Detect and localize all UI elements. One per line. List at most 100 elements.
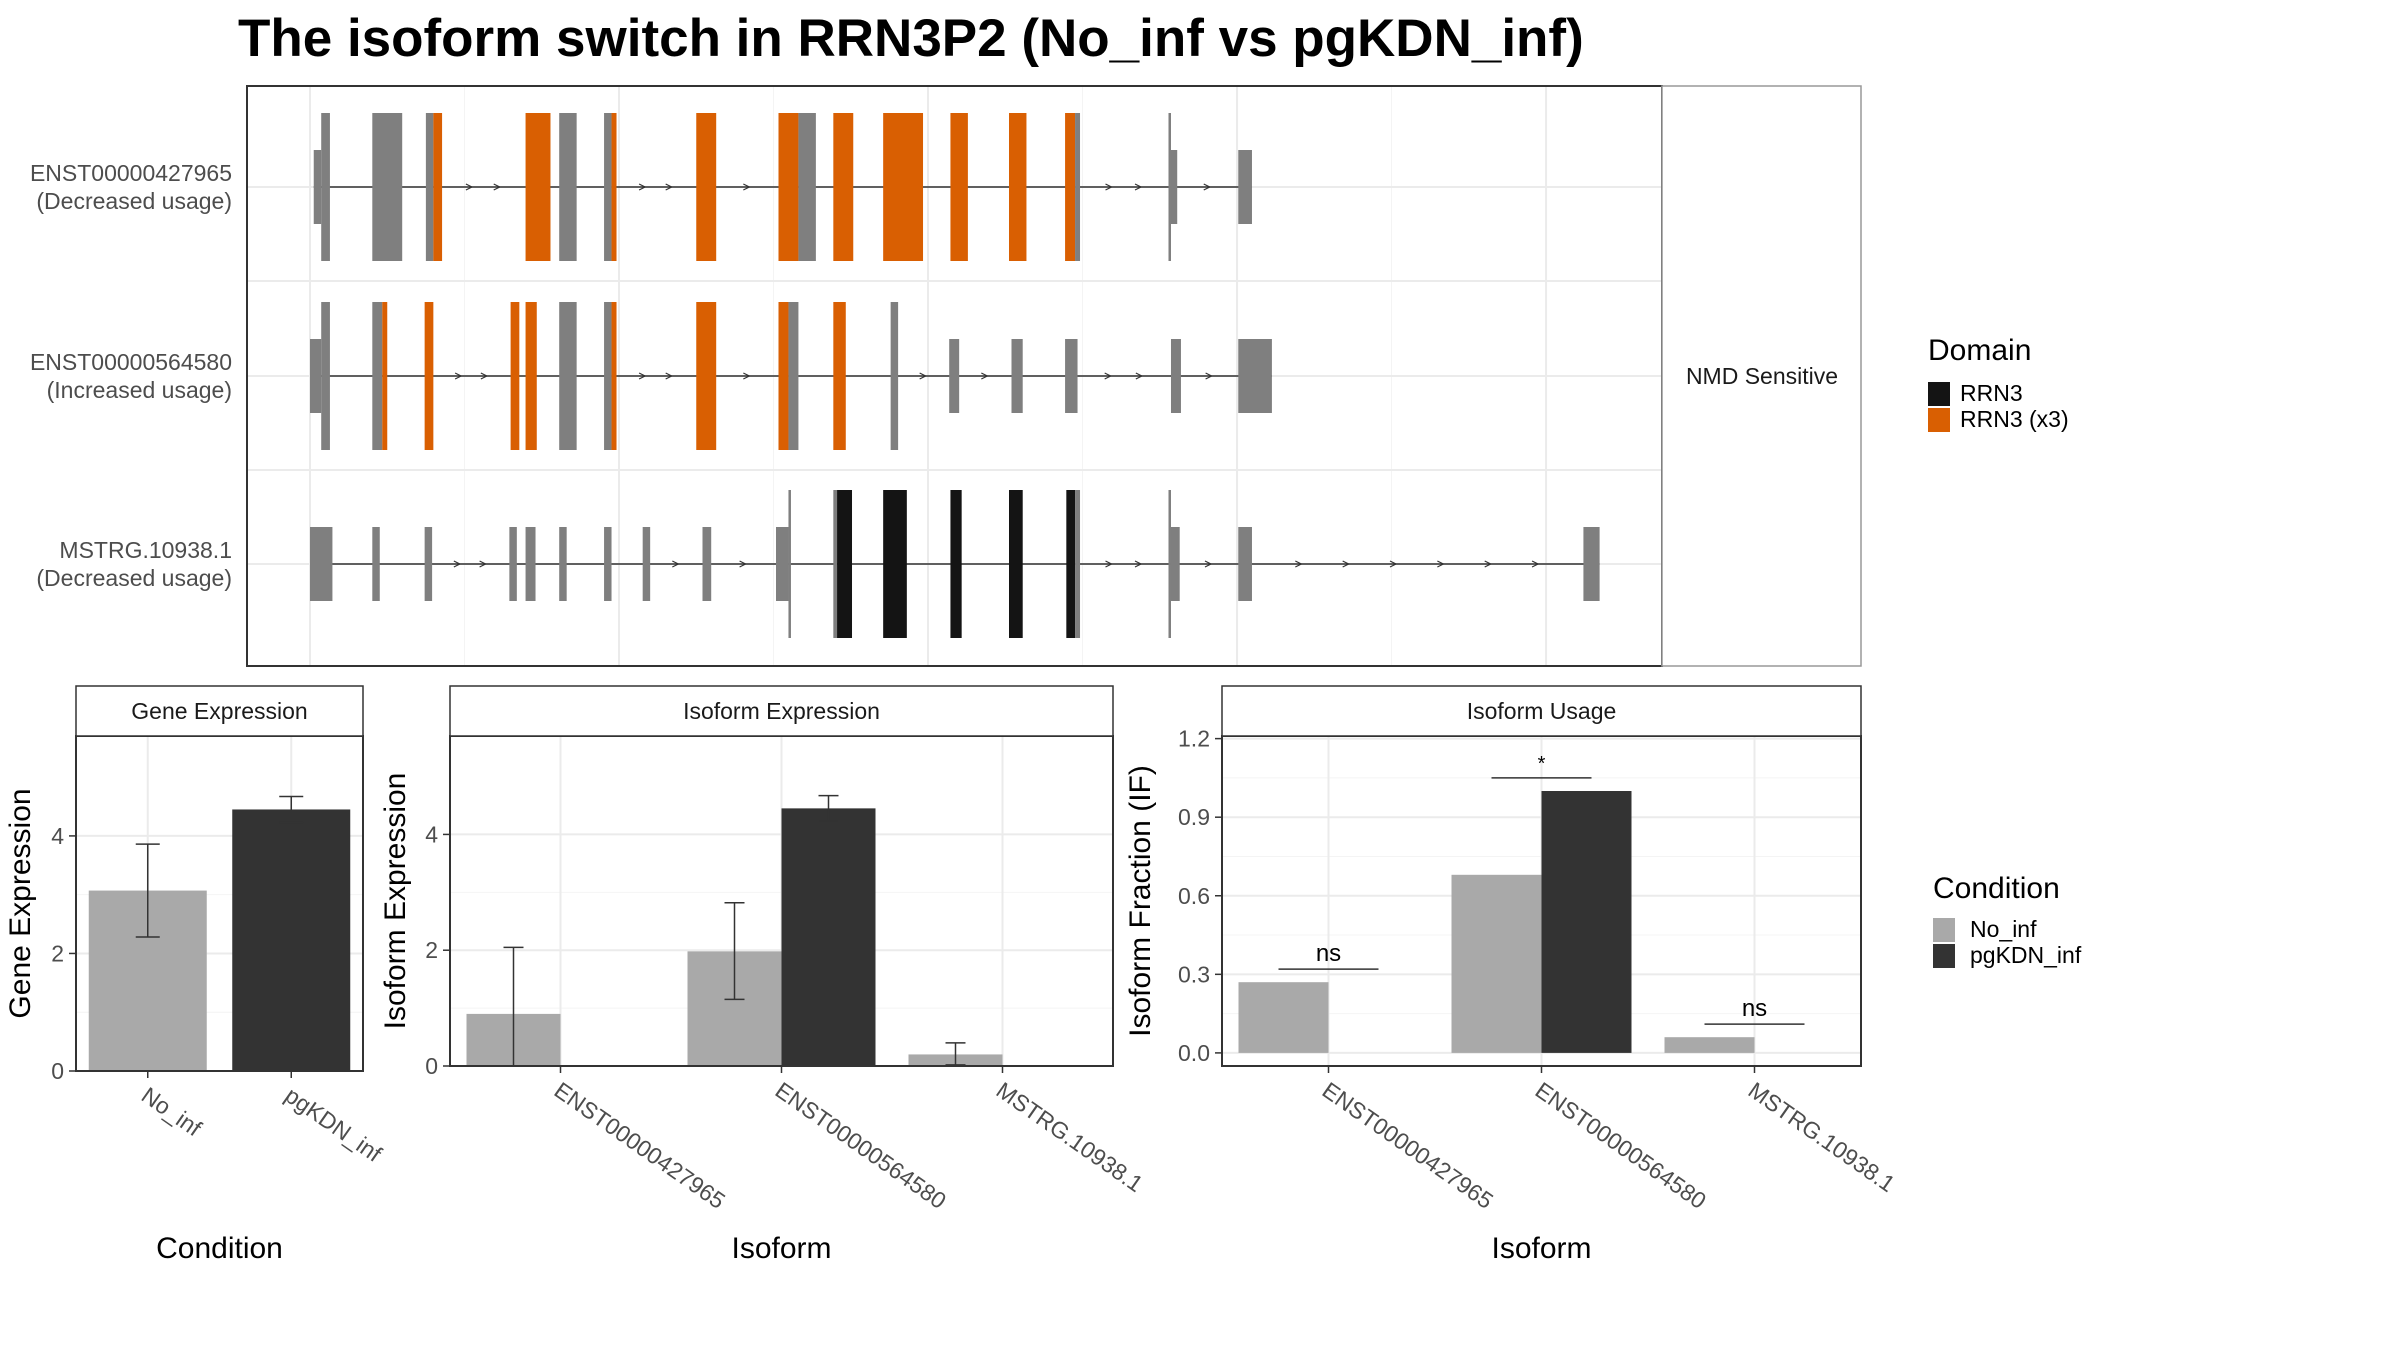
exon-rrn3-x3 xyxy=(696,113,717,261)
isoform-row-label: ENST00000564580 xyxy=(30,349,232,375)
direction-arrow xyxy=(480,372,489,380)
direction-arrow xyxy=(1105,183,1113,191)
exon xyxy=(776,527,789,601)
exon xyxy=(1238,527,1252,601)
direction-arrow xyxy=(1531,560,1540,568)
exon xyxy=(425,113,434,261)
condition-legend-label: pgKDN_inf xyxy=(1970,942,2082,968)
direction-arrow xyxy=(1203,183,1212,191)
gene-structure-panel: ENST00000427965(Decreased usage)ENST0000… xyxy=(30,85,1862,667)
exon-rrn3-x3 xyxy=(1065,113,1076,261)
exon xyxy=(1583,527,1600,601)
exon xyxy=(310,527,333,601)
condition-legend-label: No_inf xyxy=(1970,916,2037,942)
direction-arrow xyxy=(981,372,989,380)
exon-rrn3-x3 xyxy=(778,113,799,261)
panel-strip xyxy=(75,685,364,737)
panel-strip xyxy=(449,685,1114,737)
direction-arrow xyxy=(1134,560,1143,568)
direction-arrow xyxy=(743,372,751,380)
y-tick-label: 1.2 xyxy=(1178,726,1210,752)
exon xyxy=(559,113,577,261)
x-tick-label: ENST00000564580 xyxy=(1531,1077,1711,1214)
exon xyxy=(798,113,816,261)
y-axis-title: Isoform Expression xyxy=(379,773,412,1030)
domain-legend-title: Domain xyxy=(1928,334,2031,367)
direction-arrow xyxy=(454,372,463,380)
direction-arrow xyxy=(739,560,747,568)
isoform-expression-panel: Isoform Expression 0 2 4 ENST00000427965 ENST… xyxy=(379,685,1148,1265)
exon-rrn3 xyxy=(883,490,907,638)
exon xyxy=(1238,339,1272,413)
y-tick-label: 0 xyxy=(51,1058,64,1084)
exon-rrn3-x3 xyxy=(424,302,434,450)
bar-no-inf xyxy=(1238,982,1329,1053)
condition-legend-key xyxy=(1933,918,1955,942)
bar-pgkdn-inf xyxy=(232,809,351,1071)
domain-legend-key xyxy=(1928,382,1950,406)
y-axis-title: Isoform Fraction (IF) xyxy=(1124,765,1157,1037)
exon xyxy=(1170,527,1180,601)
exon xyxy=(788,490,791,638)
exon xyxy=(310,339,322,413)
exon xyxy=(525,527,536,601)
direction-arrow xyxy=(672,560,680,568)
panel-title: Gene Expression xyxy=(131,698,307,724)
exon xyxy=(372,302,383,450)
direction-arrow xyxy=(1105,560,1113,568)
direction-arrow xyxy=(665,372,674,380)
bar-no-inf xyxy=(1664,1037,1755,1053)
condition-legend-title: Condition xyxy=(1933,872,2060,905)
exon-rrn3-x3 xyxy=(525,302,537,450)
direction-arrow xyxy=(1205,372,1213,380)
exon xyxy=(372,113,403,261)
exon-rrn3-x3 xyxy=(883,113,924,261)
x-tick-label: No_inf xyxy=(137,1082,207,1142)
exon-rrn3-x3 xyxy=(510,302,520,450)
condition-legend-key xyxy=(1933,944,1955,968)
exon xyxy=(642,527,651,601)
y-tick-label: 2 xyxy=(51,940,64,966)
exon-rrn3-x3 xyxy=(1009,113,1027,261)
exon-rrn3-x3 xyxy=(433,113,443,261)
direction-arrow xyxy=(1104,372,1113,380)
exon xyxy=(604,113,612,261)
significance-label: * xyxy=(1538,753,1546,775)
exon-rrn3-x3 xyxy=(833,113,854,261)
exon xyxy=(702,527,712,601)
significance-label: ns xyxy=(1316,940,1341,967)
exon xyxy=(1238,150,1252,224)
direction-arrow xyxy=(1204,560,1213,568)
gene-expression-panel: Gene Expression 0 2 4 No_inf pgKDN_inf Conditi… xyxy=(4,685,387,1265)
exon xyxy=(321,302,330,450)
isoform-usage-panel: ns * ns Isoform Usage 0.0 0.3 0.6 0.9 1.2 ENST000… xyxy=(1124,685,1900,1265)
direction-arrow xyxy=(1342,560,1351,568)
direction-arrow xyxy=(665,183,674,191)
y-tick-label: 0 xyxy=(425,1053,438,1079)
direction-arrow xyxy=(638,372,647,380)
exon xyxy=(1168,490,1171,638)
x-tick-label: ENST00000427965 xyxy=(1318,1077,1498,1214)
exon-rrn3-x3 xyxy=(525,113,551,261)
x-tick-label: ENST00000427965 xyxy=(550,1077,730,1214)
y-tick-label: 4 xyxy=(425,821,438,847)
isoform-usage-label: (Decreased usage) xyxy=(36,565,232,591)
exon xyxy=(949,339,960,413)
exon xyxy=(1065,339,1078,413)
x-tick-label: MSTRG.10938.1 xyxy=(1744,1077,1900,1197)
direction-arrow xyxy=(1484,560,1493,568)
direction-arrow xyxy=(465,183,474,191)
exon-rrn3-x3 xyxy=(382,302,388,450)
direction-arrow xyxy=(919,372,927,380)
panel-title: Isoform Usage xyxy=(1467,698,1617,724)
bar-no-inf xyxy=(1451,874,1542,1053)
figure-title: The isoform switch in RRN3P2 (No_inf vs … xyxy=(238,9,1584,68)
bar-pgkdn-inf xyxy=(1541,791,1632,1053)
exon xyxy=(604,527,612,601)
exon xyxy=(321,113,330,261)
x-axis-title: Condition xyxy=(156,1232,283,1265)
panel-title: Isoform Expression xyxy=(683,698,880,724)
